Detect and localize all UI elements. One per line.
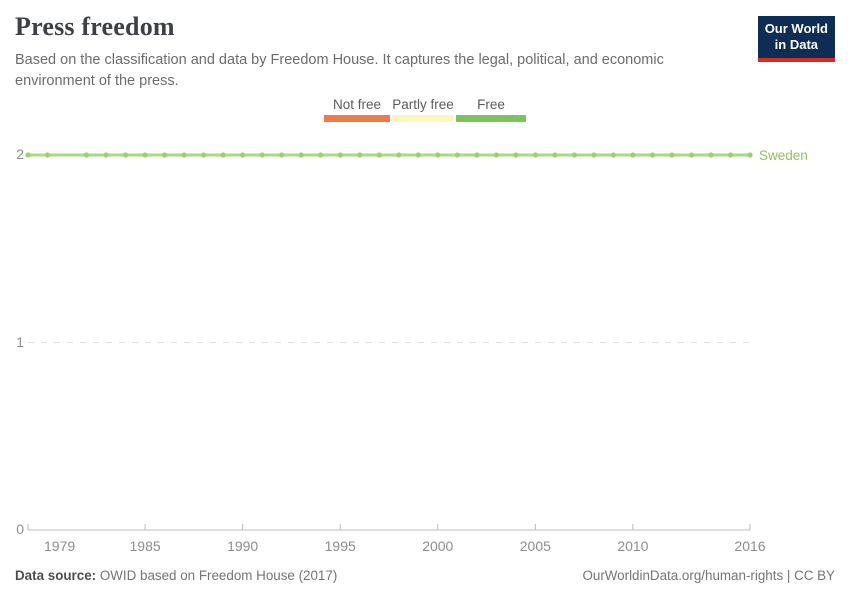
data-point-marker xyxy=(415,152,421,158)
legend-label: Free xyxy=(477,97,505,112)
owid-logo-line1: Our World xyxy=(764,21,828,36)
legend-label: Partly free xyxy=(392,97,454,112)
chart-subtitle: Based on the classification and data by … xyxy=(15,52,664,89)
legend-label: Not free xyxy=(332,97,382,112)
data-point-marker xyxy=(435,152,441,158)
data-point-marker xyxy=(103,152,109,158)
data-point-marker xyxy=(142,152,148,158)
data-point-marker xyxy=(591,152,597,158)
legend-color-swatch xyxy=(324,115,390,122)
x-axis-tick-label: 1979 xyxy=(44,538,76,554)
data-point-marker xyxy=(396,152,402,158)
data-point-marker xyxy=(708,152,714,158)
x-axis-tick-label: 2016 xyxy=(734,538,766,554)
data-point-marker xyxy=(240,152,246,158)
owid-logo[interactable]: Our World in Data xyxy=(757,16,835,62)
data-point-marker xyxy=(298,152,304,158)
x-axis-tick-label: 1990 xyxy=(227,538,259,554)
data-point-marker xyxy=(571,152,577,158)
data-point-marker xyxy=(493,152,499,158)
data-source-note: Data source: OWID based on Freedom House… xyxy=(15,568,337,583)
data-point-marker xyxy=(161,152,168,158)
data-point-marker xyxy=(649,152,656,158)
data-point-marker xyxy=(122,152,129,158)
x-axis-tick-label: 2005 xyxy=(519,538,551,554)
data-point-marker xyxy=(25,152,31,158)
x-axis-tick-label: 2010 xyxy=(617,538,649,554)
data-point-marker xyxy=(747,152,753,158)
y-axis-tick-label: 2 xyxy=(16,146,24,162)
legend-item-free[interactable]: Free xyxy=(456,97,526,122)
category-legend: Not free Partly free Free xyxy=(324,97,526,122)
data-point-marker xyxy=(513,152,519,158)
data-point-marker xyxy=(669,152,675,158)
data-point-marker xyxy=(474,152,480,158)
legend-item-not-free[interactable]: Not free xyxy=(324,97,390,122)
data-source-label: Data source: xyxy=(15,568,97,583)
x-axis-tick-label: 1985 xyxy=(129,538,161,554)
owid-logo-stripe xyxy=(757,57,835,62)
data-point-marker xyxy=(220,152,226,158)
data-source-text: OWID based on Freedom House (2017) xyxy=(99,568,338,583)
data-point-marker xyxy=(454,152,460,158)
data-point-marker xyxy=(337,152,343,158)
owid-citation-link[interactable]: OurWorldinData.org/human-rights | CC BY xyxy=(582,568,835,583)
data-point-marker xyxy=(259,152,265,158)
legend-item-partly-free[interactable]: Partly free xyxy=(392,97,454,122)
data-point-marker xyxy=(44,152,51,158)
data-point-marker xyxy=(727,152,734,158)
chart-footer: Data source: OWID based on Freedom House… xyxy=(15,568,835,583)
page-title: Press freedom xyxy=(15,12,175,41)
legend-color-swatch xyxy=(392,115,454,122)
data-point-marker xyxy=(201,152,207,158)
legend-color-swatch xyxy=(456,115,526,122)
data-point-marker xyxy=(279,152,285,158)
y-axis-tick-label: 0 xyxy=(16,521,24,537)
data-point-marker xyxy=(688,152,695,158)
data-point-marker xyxy=(318,152,324,158)
data-point-marker xyxy=(630,152,636,158)
owid-logo-line2: in Data xyxy=(774,37,819,53)
data-point-marker xyxy=(532,152,538,158)
x-axis-tick-label: 2000 xyxy=(422,538,454,554)
data-point-marker xyxy=(376,152,382,158)
y-axis-tick-label: 1 xyxy=(16,333,24,350)
data-point-marker xyxy=(83,152,90,158)
series-label-sweden[interactable]: Sweden xyxy=(759,148,808,163)
data-point-marker xyxy=(357,152,363,158)
x-axis-tick-label: 1995 xyxy=(324,538,356,554)
data-point-marker xyxy=(181,152,187,158)
data-point-marker xyxy=(552,152,558,158)
data-point-marker xyxy=(610,152,617,158)
